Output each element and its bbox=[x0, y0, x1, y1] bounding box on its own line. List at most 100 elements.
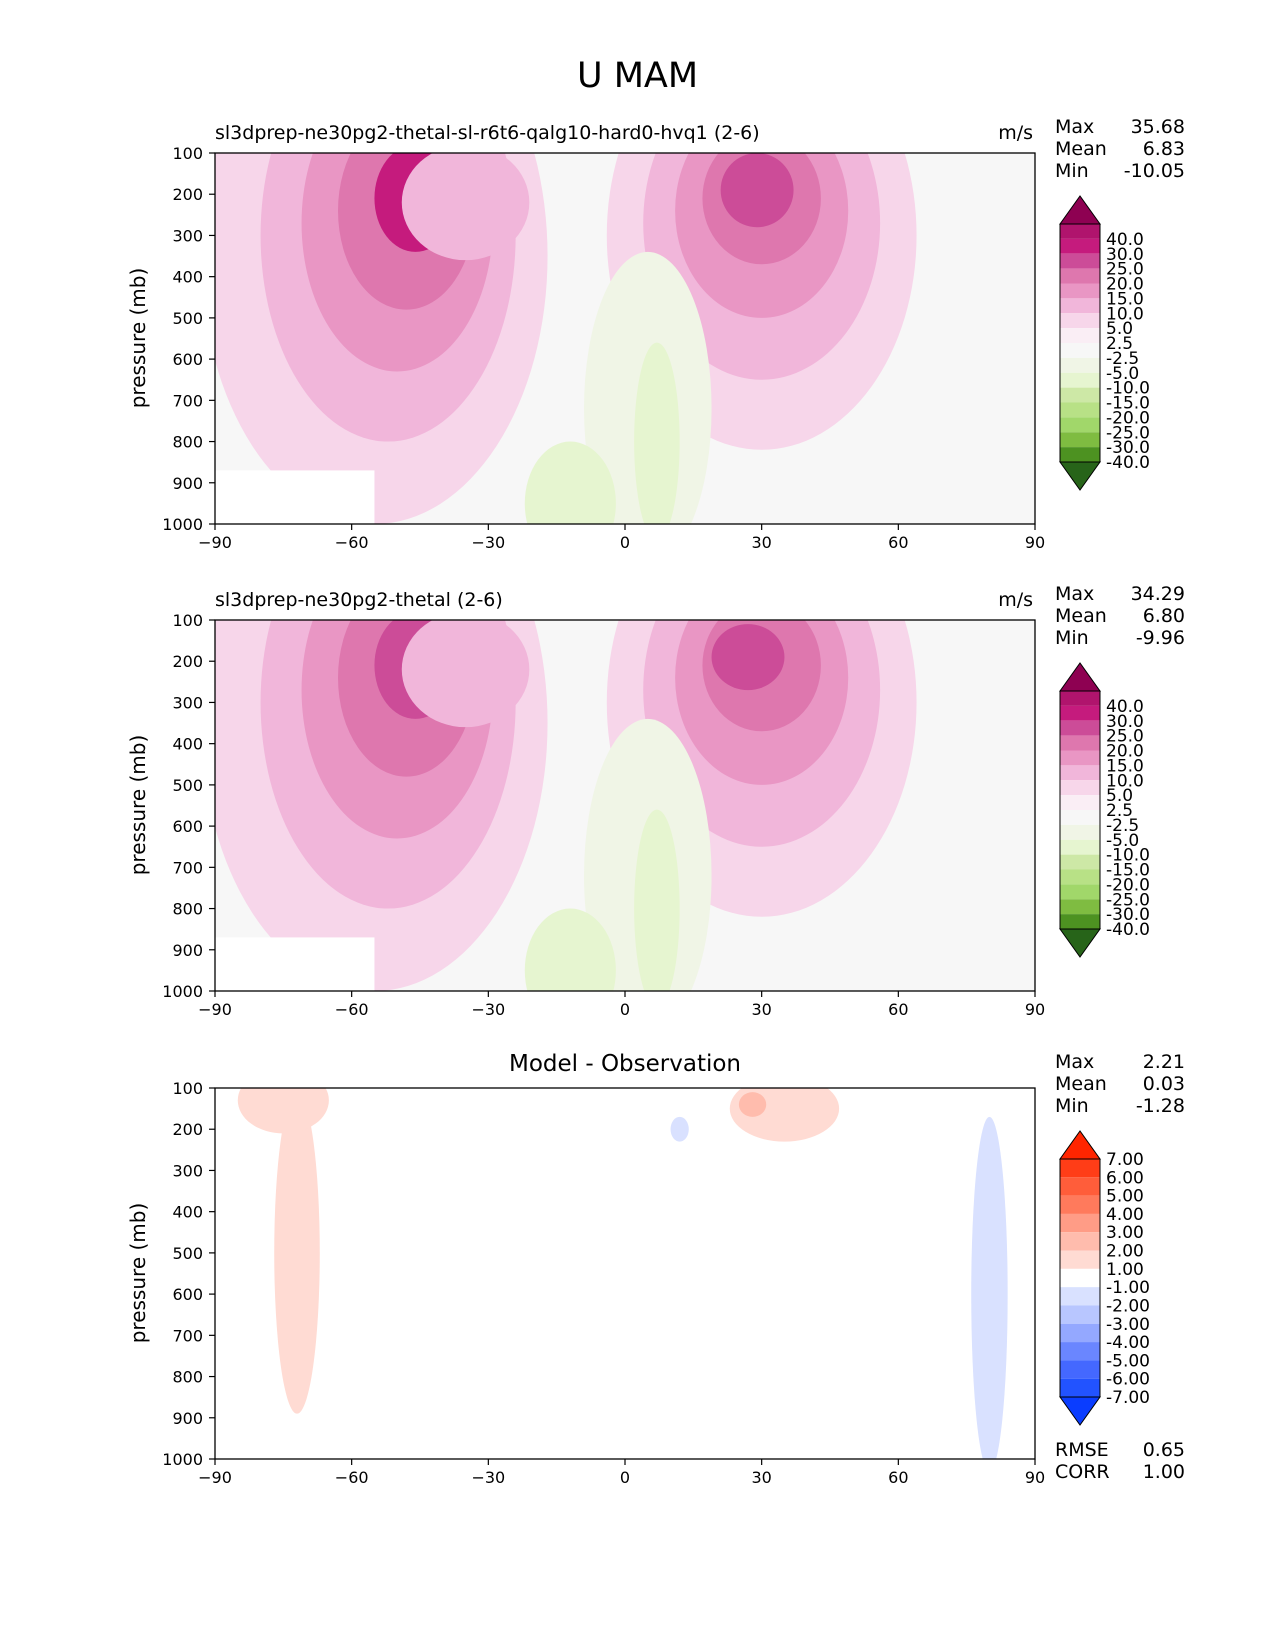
colorbar-label: -30.0 bbox=[1106, 905, 1150, 925]
colorbar-label: -20.0 bbox=[1106, 408, 1150, 428]
y-tick-label: 400 bbox=[172, 1203, 203, 1222]
rmse-label: RMSE bbox=[1055, 1439, 1109, 1461]
colorbar-segment bbox=[1060, 343, 1100, 358]
x-tick-label: 90 bbox=[1025, 1000, 1045, 1019]
x-tick-label: −90 bbox=[198, 1000, 232, 1019]
colorbar-outline bbox=[1059, 223, 1101, 463]
colorbar-segment bbox=[1060, 1232, 1100, 1251]
colorbar-label: 40.0 bbox=[1106, 697, 1144, 717]
x-tick-label: 0 bbox=[620, 1468, 630, 1487]
stat-max-label: Max bbox=[1055, 583, 1095, 605]
y-tick-label: 400 bbox=[172, 735, 203, 754]
colorbar-segment bbox=[1060, 824, 1100, 840]
colorbar-label: -40.0 bbox=[1106, 453, 1150, 473]
colorbar-label: 25.0 bbox=[1106, 260, 1144, 280]
colorbar-segment bbox=[1060, 750, 1100, 766]
stat-min-label: Min bbox=[1055, 1095, 1089, 1117]
y-tick-label: 300 bbox=[172, 226, 203, 245]
stats-box: Max 2.21 Mean 0.03 Min -1.28 bbox=[1055, 1051, 1185, 1117]
colorbar: -7.00-6.00-5.00-4.00-3.00-2.00-1.001.002… bbox=[1059, 1130, 1150, 1426]
colorbar-label: 3.00 bbox=[1106, 1223, 1144, 1243]
colorbar-label: -1.00 bbox=[1106, 1278, 1150, 1298]
stat-max-value: 35.68 bbox=[1130, 116, 1185, 138]
x-tick-label: 90 bbox=[1025, 533, 1045, 552]
colorbar-segment bbox=[1060, 810, 1100, 825]
colorbar-segment bbox=[1060, 1378, 1100, 1397]
colorbar-label: 10.0 bbox=[1106, 771, 1144, 791]
colorbar-segment bbox=[1060, 869, 1100, 885]
plot-svg: −90 −60 −30 0 30 60 90 100 200 300 400 500 600 700 800… bbox=[162, 611, 1150, 1019]
y-tick-label: 500 bbox=[172, 776, 203, 795]
panel-model-ref: sl3dprep-ne30pg2-thetal (2-6) m/s Max 34.… bbox=[0, 467, 1275, 1019]
x-tick-label: −90 bbox=[198, 1468, 232, 1487]
colorbar-label: -2.00 bbox=[1106, 1296, 1150, 1316]
y-tick-label: 600 bbox=[172, 1285, 203, 1304]
colorbar-segment bbox=[1060, 268, 1100, 284]
stat-max-value: 2.21 bbox=[1142, 1051, 1185, 1073]
colorbar-segment bbox=[1060, 1305, 1100, 1324]
missing-data-mask bbox=[215, 470, 375, 524]
colorbar-segment bbox=[1060, 357, 1100, 373]
colorbar-label: 25.0 bbox=[1106, 727, 1144, 747]
colorbar-extend-max bbox=[1059, 195, 1101, 225]
colorbar-segment bbox=[1060, 899, 1100, 915]
colorbar-segment bbox=[1060, 1177, 1100, 1196]
contour-region bbox=[711, 624, 785, 691]
colorbar-label: -6.00 bbox=[1106, 1370, 1150, 1390]
x-tick-label: 30 bbox=[751, 533, 771, 552]
contour-region bbox=[237, 1088, 329, 1134]
plot-svg: −90 −60 −30 0 30 60 90 100 200 300 400 500 600 700 800… bbox=[162, 1079, 1150, 1487]
colorbar-extend-min bbox=[1059, 1396, 1101, 1426]
colorbar-label: 5.00 bbox=[1106, 1187, 1144, 1207]
colorbar-label: 6.00 bbox=[1106, 1168, 1144, 1188]
colorbar-label: 20.0 bbox=[1106, 742, 1144, 762]
stats-box: Max 34.29 Mean 6.80 Min -9.96 bbox=[1055, 583, 1185, 649]
colorbar-label: 4.00 bbox=[1106, 1205, 1144, 1225]
colorbar-segment bbox=[1060, 313, 1100, 329]
colorbar-segment bbox=[1060, 1323, 1100, 1343]
colorbar-segment bbox=[1060, 765, 1100, 781]
contour-region bbox=[738, 1092, 767, 1117]
y-tick-label: 300 bbox=[172, 1161, 203, 1180]
colorbar-label: -5.00 bbox=[1106, 1351, 1150, 1371]
y-tick-label: 500 bbox=[172, 1244, 203, 1263]
colorbar-extend-max bbox=[1059, 662, 1101, 692]
contour-field bbox=[215, 1088, 1035, 1459]
colorbar-label: -10.0 bbox=[1106, 379, 1150, 399]
colorbar-segment bbox=[1060, 253, 1100, 269]
units-label: m/s bbox=[998, 589, 1033, 611]
contour-region bbox=[401, 153, 530, 261]
colorbar-label: 15.0 bbox=[1106, 289, 1144, 309]
colorbar-segment bbox=[1060, 1287, 1100, 1306]
y-tick-label: 1000 bbox=[162, 515, 203, 534]
colorbar-segment bbox=[1060, 1159, 1100, 1178]
contour-region bbox=[524, 908, 616, 991]
colorbar-segment bbox=[1060, 1250, 1100, 1269]
colorbar-segment bbox=[1060, 283, 1100, 299]
colorbar-segment bbox=[1060, 1268, 1100, 1288]
colorbar-label: 2.00 bbox=[1106, 1242, 1144, 1262]
colorbar-label: 20.0 bbox=[1106, 275, 1144, 295]
stat-max-label: Max bbox=[1055, 1051, 1095, 1073]
x-tick-label: −30 bbox=[471, 1468, 505, 1487]
x-tick-label: 60 bbox=[888, 1468, 908, 1487]
x-tick-label: 60 bbox=[888, 533, 908, 552]
colorbar-label: 10.0 bbox=[1106, 304, 1144, 324]
colorbar-label: 7.00 bbox=[1106, 1150, 1144, 1170]
corr-label: CORR bbox=[1055, 1461, 1110, 1483]
contour-region bbox=[720, 153, 794, 228]
stat-mean-value: 6.80 bbox=[1142, 605, 1185, 627]
colorbar-label: -5.0 bbox=[1106, 831, 1139, 851]
contour-field bbox=[215, 153, 1035, 524]
colorbar-segment bbox=[1060, 854, 1100, 870]
y-tick-label: 100 bbox=[172, 144, 203, 163]
colorbar-label: 5.0 bbox=[1106, 319, 1133, 339]
colorbar-segment bbox=[1060, 372, 1100, 388]
stat-min-label: Min bbox=[1055, 627, 1089, 649]
panel-title: Model - Observation bbox=[508, 1051, 742, 1077]
x-tick-label: −30 bbox=[471, 1000, 505, 1019]
colorbar-segment bbox=[1060, 328, 1100, 343]
plot-svg: −90 −60 −30 0 30 60 90 100 200 300 400 500 600 700 800… bbox=[162, 144, 1150, 552]
y-tick-label: 1000 bbox=[162, 1450, 203, 1469]
